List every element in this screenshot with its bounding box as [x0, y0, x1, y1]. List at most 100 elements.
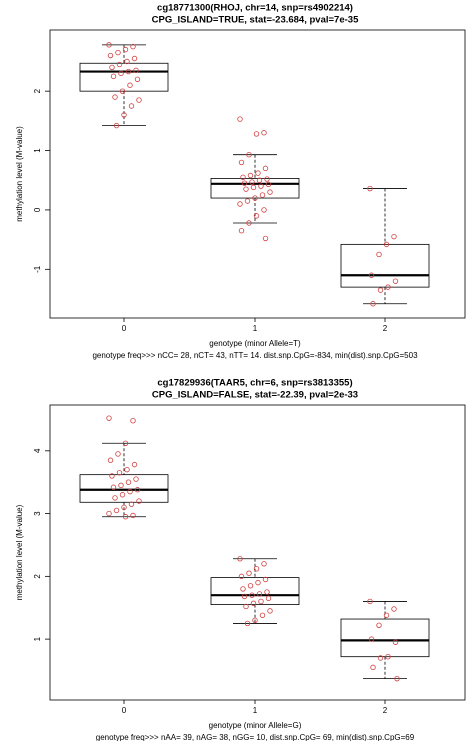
data-point — [391, 233, 397, 240]
data-point — [122, 46, 129, 53]
data-point — [367, 185, 373, 192]
data-point — [112, 94, 118, 100]
data-point — [262, 576, 269, 583]
data-point — [246, 152, 252, 158]
data-point — [258, 183, 264, 189]
data-point — [127, 82, 133, 88]
data-point — [237, 556, 243, 562]
data-point — [385, 284, 391, 290]
data-point — [261, 130, 267, 136]
data-point — [246, 570, 252, 576]
data-point — [247, 583, 254, 589]
data-point — [259, 612, 266, 618]
data-point — [383, 241, 390, 248]
data-point — [376, 251, 382, 258]
data-point — [264, 589, 270, 595]
chart-title: cg17829936(TAAR5, chr=6, snp=rs3813355) — [157, 378, 352, 389]
box — [79, 474, 169, 503]
data-point — [125, 68, 132, 75]
data-point — [238, 159, 245, 166]
data-point — [253, 131, 260, 137]
data-point — [370, 664, 376, 671]
data-point — [134, 487, 141, 493]
data-point — [252, 195, 258, 201]
y-tick-label: -1 — [33, 265, 42, 273]
data-point — [110, 73, 117, 80]
data-point — [241, 593, 248, 600]
box — [340, 618, 430, 658]
data-point — [244, 620, 251, 627]
data-point — [259, 192, 266, 198]
caption: genotype freq>>> nAA= 39, nAG= 38, nGG= … — [96, 733, 415, 741]
x-tick-label: 0 — [122, 324, 127, 333]
x-axis-label: genotype (minor Allele=G) — [209, 721, 302, 730]
data-point — [112, 495, 118, 501]
x-tick-label: 0 — [122, 706, 127, 715]
data-point — [106, 415, 112, 421]
data-point — [243, 603, 249, 610]
data-point — [131, 461, 138, 468]
data-point — [240, 174, 246, 180]
y-tick-label: 1 — [33, 636, 42, 641]
data-point — [107, 52, 114, 59]
data-point — [241, 180, 248, 186]
data-point — [131, 55, 138, 62]
data-point — [370, 301, 376, 307]
plot-frame — [49, 404, 466, 701]
data-point — [367, 598, 373, 605]
data-point — [256, 177, 263, 183]
data-point — [246, 220, 252, 226]
data-point — [368, 272, 375, 278]
data-point — [238, 228, 245, 234]
data-point — [107, 457, 114, 463]
data-point — [267, 608, 273, 614]
data-point — [130, 43, 136, 50]
data-point — [267, 189, 273, 195]
data-point — [392, 639, 399, 645]
data-point — [265, 595, 272, 602]
data-point — [124, 58, 130, 65]
y-tick-label: 0 — [33, 207, 42, 212]
x-tick-label: 2 — [383, 324, 388, 333]
data-point — [250, 184, 257, 191]
data-point — [113, 122, 120, 129]
data-point — [122, 440, 129, 446]
data-point — [376, 622, 382, 629]
data-point — [265, 181, 272, 188]
data-point — [377, 287, 384, 293]
chart-subtitle: CPG_ISLAND=TRUE, stat=-23.684, pval=7e-3… — [152, 15, 359, 26]
data-point — [368, 636, 375, 642]
data-point — [385, 653, 391, 660]
x-axis-label: genotype (minor Allele=T) — [209, 339, 301, 348]
data-point — [106, 510, 112, 517]
caption: genotype freq>>> nCC= 28, nCT= 43, nTT= … — [92, 351, 418, 360]
data-point — [252, 617, 258, 623]
plot-frame — [49, 29, 466, 319]
data-point — [264, 176, 270, 182]
data-point — [116, 470, 123, 476]
data-point — [134, 76, 141, 82]
data-point — [383, 612, 390, 618]
data-point — [127, 488, 133, 495]
y-tick-label: 2 — [33, 88, 42, 93]
data-point — [115, 49, 121, 56]
data-point — [109, 473, 115, 479]
data-point — [247, 172, 254, 179]
chart-subtitle: CPG_ISLAND=FALSE, stat=-22.39, pval=2e-3… — [152, 390, 358, 401]
data-point — [261, 207, 267, 213]
data-point — [121, 504, 127, 511]
data-point — [136, 498, 142, 504]
data-point — [118, 70, 124, 77]
y-tick-label: 2 — [33, 574, 42, 579]
data-point — [256, 591, 263, 597]
data-point — [119, 492, 126, 498]
box — [340, 243, 430, 288]
y-tick-label: 1 — [33, 148, 42, 153]
data-point — [253, 213, 260, 219]
y-tick-label: 3 — [33, 511, 42, 516]
data-point — [262, 165, 269, 172]
data-point — [109, 64, 115, 71]
x-tick-label: 1 — [253, 706, 258, 715]
data-point — [237, 201, 243, 207]
